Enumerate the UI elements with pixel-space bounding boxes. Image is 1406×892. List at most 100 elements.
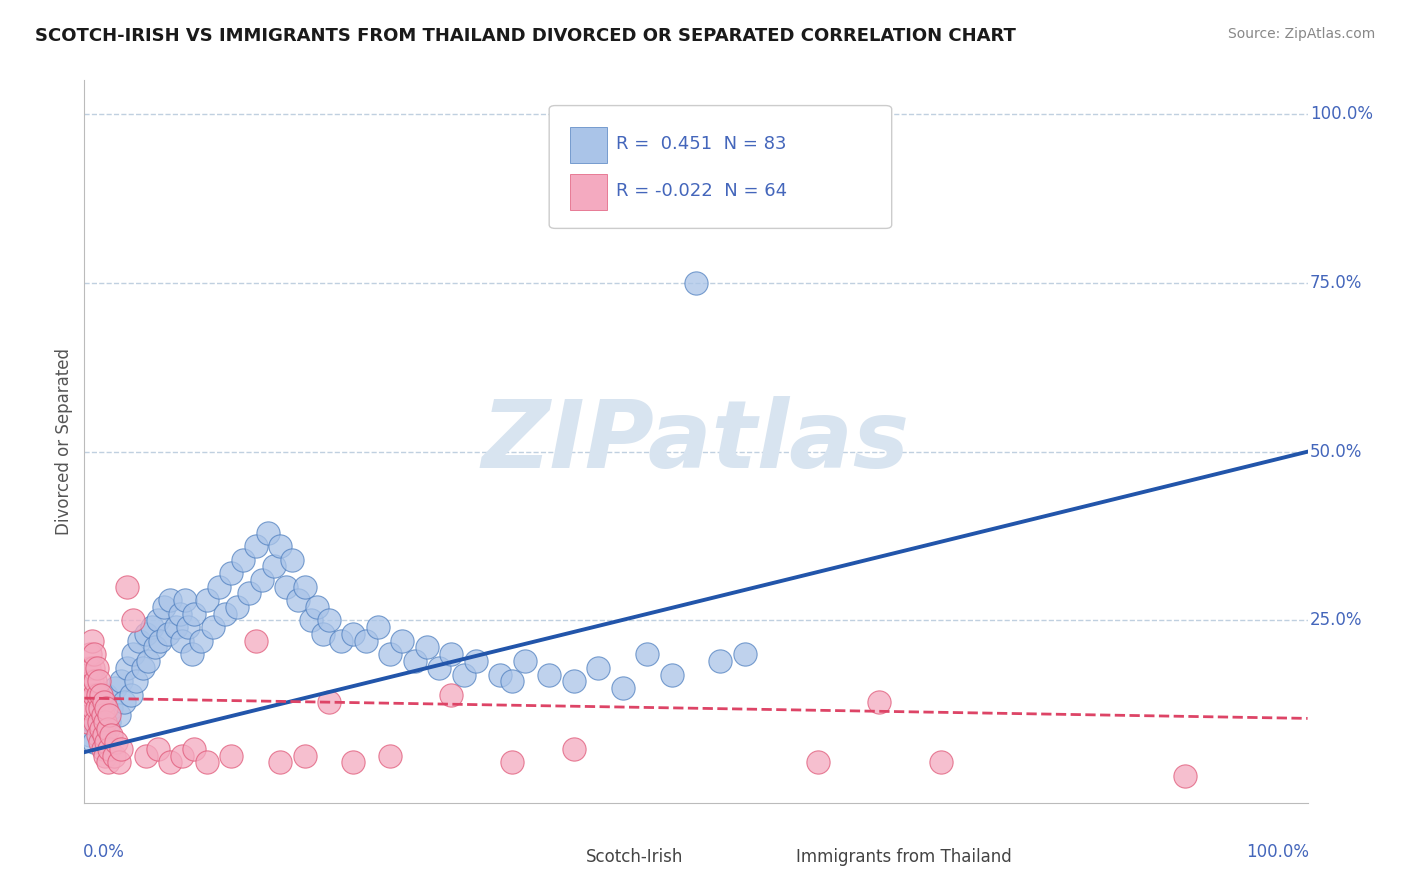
Point (250, 573, 273, 587)
Point (82, 714, 104, 729)
Point (709, 654, 731, 668)
Text: 100.0%: 100.0% (1310, 105, 1374, 123)
Point (90, 722, 112, 736)
Point (464, 654, 486, 668)
Point (226, 599, 249, 614)
Point (869, 694, 891, 708)
Point (502, 674, 524, 689)
Point (96, 701, 118, 715)
Point (91, 694, 114, 708)
Text: 0.0%: 0.0% (83, 843, 125, 861)
Point (636, 647, 658, 661)
Text: 75.0%: 75.0% (1310, 274, 1362, 292)
Point (208, 580, 231, 594)
Point (91, 741, 114, 756)
Point (135, 748, 157, 763)
Point (538, 667, 561, 681)
Point (195, 593, 218, 607)
Point (87, 728, 110, 742)
Point (83, 647, 105, 661)
Point (318, 694, 340, 708)
Text: R = -0.022  N = 64: R = -0.022 N = 64 (616, 182, 787, 200)
Point (404, 654, 426, 668)
Point (159, 593, 181, 607)
Point (110, 674, 132, 689)
Point (100, 701, 122, 715)
Point (281, 552, 304, 566)
Point (91, 708, 114, 723)
Point (294, 580, 316, 594)
Point (77, 714, 100, 729)
Point (141, 620, 163, 634)
Point (416, 640, 439, 655)
Point (86, 701, 108, 715)
Point (380, 748, 402, 763)
Point (107, 756, 129, 770)
Point (103, 748, 125, 763)
Point (159, 756, 181, 770)
Point (263, 559, 285, 574)
Point (107, 708, 129, 723)
Point (105, 735, 128, 749)
Point (257, 525, 280, 540)
Point (183, 741, 205, 756)
FancyBboxPatch shape (751, 844, 786, 870)
Point (305, 599, 328, 614)
Point (318, 614, 340, 628)
Point (86, 701, 108, 715)
Point (177, 620, 200, 634)
Point (232, 552, 254, 566)
Point (172, 748, 194, 763)
Point (238, 586, 260, 600)
Point (440, 647, 463, 661)
Point (391, 633, 413, 648)
Point (80, 674, 103, 689)
Point (219, 566, 242, 581)
Point (97, 741, 120, 756)
Point (146, 741, 169, 756)
Point (354, 633, 377, 648)
Point (128, 633, 150, 648)
Point (79, 647, 101, 661)
Point (93, 728, 115, 742)
Point (120, 688, 142, 702)
Point (89, 708, 111, 723)
Point (149, 633, 172, 648)
Point (269, 539, 291, 553)
Point (661, 667, 683, 681)
Text: Source: ZipAtlas.com: Source: ZipAtlas.com (1227, 27, 1375, 41)
Point (94, 714, 117, 729)
Point (734, 647, 756, 661)
Point (77, 674, 100, 689)
Text: SCOTCH-IRISH VS IMMIGRANTS FROM THAILAND DIVORCED OR SEPARATED CORRELATION CHART: SCOTCH-IRISH VS IMMIGRANTS FROM THAILAND… (35, 27, 1017, 45)
Point (104, 681, 127, 695)
Point (77, 701, 100, 715)
Point (245, 633, 267, 648)
Point (685, 276, 707, 290)
Text: 50.0%: 50.0% (1310, 442, 1362, 460)
Point (122, 614, 145, 628)
Point (562, 741, 585, 756)
Point (83, 735, 105, 749)
Point (87, 722, 110, 736)
Point (929, 756, 952, 770)
Point (96, 688, 118, 702)
Point (87, 674, 110, 689)
Point (245, 539, 267, 553)
Point (87, 714, 110, 729)
Point (453, 667, 475, 681)
Point (342, 756, 364, 770)
Point (195, 756, 218, 770)
Point (125, 674, 148, 689)
Point (97, 756, 120, 770)
Point (153, 599, 176, 614)
Point (89, 701, 111, 715)
Point (143, 640, 166, 655)
Point (312, 627, 335, 641)
Point (276, 580, 298, 594)
Text: R =  0.451  N = 83: R = 0.451 N = 83 (616, 135, 787, 153)
FancyBboxPatch shape (550, 105, 891, 228)
Point (79, 728, 101, 742)
Point (122, 647, 145, 661)
Point (97, 714, 120, 729)
